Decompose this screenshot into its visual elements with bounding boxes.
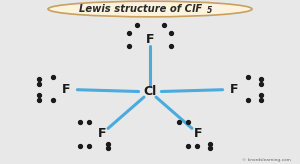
Text: Cl: Cl xyxy=(143,85,157,98)
Ellipse shape xyxy=(48,1,252,17)
Text: F: F xyxy=(98,127,106,140)
Text: Lewis structure of ClF: Lewis structure of ClF xyxy=(80,4,202,14)
Text: 5: 5 xyxy=(207,7,213,15)
Text: F: F xyxy=(230,83,238,96)
Text: F: F xyxy=(194,127,202,140)
Text: F: F xyxy=(62,83,70,96)
Text: F: F xyxy=(146,33,154,46)
Text: © knordslearning.com: © knordslearning.com xyxy=(242,158,291,162)
